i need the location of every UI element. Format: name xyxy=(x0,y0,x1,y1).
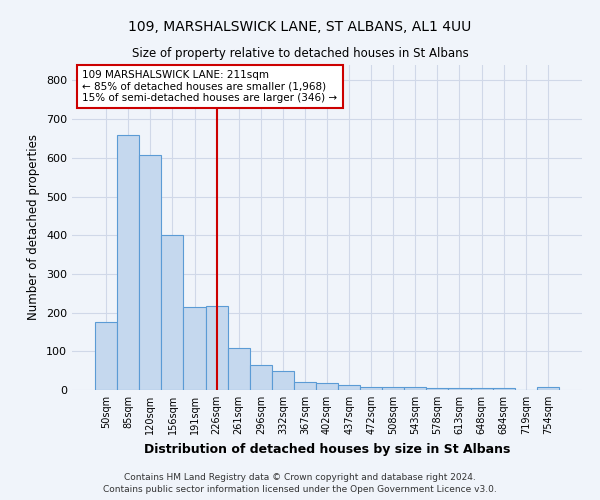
Bar xyxy=(250,365,272,390)
Text: 109 MARSHALSWICK LANE: 211sqm
← 85% of detached houses are smaller (1,968)
15% o: 109 MARSHALSWICK LANE: 211sqm ← 85% of d… xyxy=(82,70,337,103)
Bar xyxy=(139,155,161,390)
Bar xyxy=(338,384,360,390)
Bar xyxy=(404,388,427,390)
Bar xyxy=(382,387,404,390)
Text: Contains public sector information licensed under the Open Government Licence v3: Contains public sector information licen… xyxy=(103,485,497,494)
Y-axis label: Number of detached properties: Number of detached properties xyxy=(28,134,40,320)
Bar xyxy=(184,307,206,390)
Bar xyxy=(316,383,338,390)
Bar xyxy=(206,306,227,390)
Bar xyxy=(360,386,382,390)
Bar xyxy=(493,388,515,390)
Text: 109, MARSHALSWICK LANE, ST ALBANS, AL1 4UU: 109, MARSHALSWICK LANE, ST ALBANS, AL1 4… xyxy=(128,20,472,34)
Bar xyxy=(448,388,470,390)
X-axis label: Distribution of detached houses by size in St Albans: Distribution of detached houses by size … xyxy=(144,442,510,456)
Bar xyxy=(117,134,139,390)
Bar xyxy=(537,388,559,390)
Bar xyxy=(470,388,493,390)
Bar xyxy=(161,235,184,390)
Bar xyxy=(427,388,448,390)
Bar xyxy=(227,348,250,390)
Bar xyxy=(294,382,316,390)
Bar xyxy=(272,372,294,390)
Bar xyxy=(95,322,117,390)
Text: Contains HM Land Registry data © Crown copyright and database right 2024.: Contains HM Land Registry data © Crown c… xyxy=(124,472,476,482)
Text: Size of property relative to detached houses in St Albans: Size of property relative to detached ho… xyxy=(131,48,469,60)
